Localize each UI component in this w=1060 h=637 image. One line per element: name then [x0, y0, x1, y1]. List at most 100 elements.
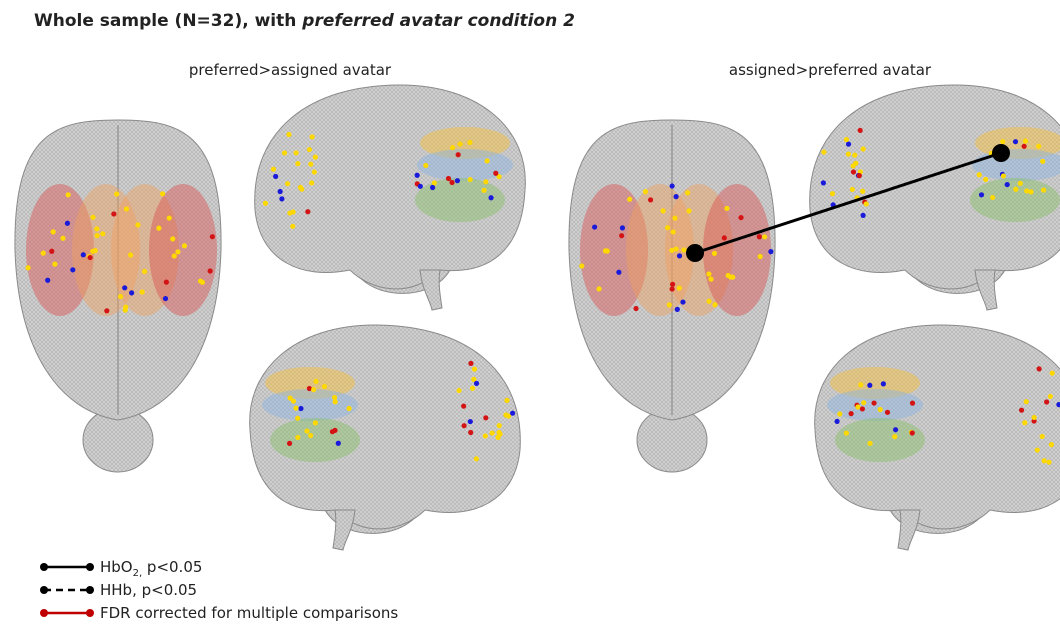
channel-dot: [295, 161, 300, 166]
channel-dot: [867, 383, 872, 388]
channel-dot: [481, 188, 486, 193]
channel-dot: [458, 141, 463, 146]
brain-side: [250, 325, 521, 550]
channel-dot: [592, 224, 597, 229]
channel-dot: [415, 173, 420, 178]
channel-dot: [142, 269, 147, 274]
channel-dot: [293, 406, 298, 411]
channel-dot: [728, 274, 733, 279]
channel-dot: [851, 169, 856, 174]
channel-dot: [673, 246, 678, 251]
channel-dot: [977, 172, 982, 177]
channel-dot: [849, 411, 854, 416]
page: Whole sample (N=32), with preferred avat…: [0, 0, 1060, 637]
channel-dot: [855, 404, 860, 409]
channel-dot: [313, 420, 318, 425]
channel-dot: [298, 406, 303, 411]
channel-dot: [81, 252, 86, 257]
channel-dot: [273, 174, 278, 179]
channel-dot: [686, 208, 691, 213]
title-text: Whole sample (N=32), with: [34, 11, 302, 31]
channel-dot: [461, 404, 466, 409]
panel-title: assigned>preferred avatar: [729, 61, 932, 79]
channel-dot: [160, 191, 165, 196]
channel-dot: [1049, 442, 1054, 447]
channel-dot: [271, 167, 276, 172]
channel-dot: [128, 252, 133, 257]
channel-dot: [1042, 458, 1047, 463]
channel-dot: [49, 249, 54, 254]
channel-dot: [674, 194, 679, 199]
channel-dot: [483, 433, 488, 438]
channel-dot: [722, 235, 727, 240]
channel-dot: [45, 278, 50, 283]
channel-dot: [844, 430, 849, 435]
channel-dot: [893, 427, 898, 432]
channel-dot: [846, 151, 851, 156]
channel-dot: [200, 280, 205, 285]
channel-dot: [681, 247, 686, 252]
channel-dot: [94, 226, 99, 231]
channel-dot: [724, 206, 729, 211]
channel-dot: [122, 285, 127, 290]
brain-side: [255, 85, 526, 310]
channel-dot: [470, 386, 475, 391]
channel-dot: [983, 177, 988, 182]
channel-dot: [467, 140, 472, 145]
channel-dot: [864, 201, 869, 206]
channel-dot: [51, 229, 56, 234]
channel-dot: [164, 280, 169, 285]
channel-dot: [712, 251, 717, 256]
channel-dot: [677, 253, 682, 258]
channel-dot: [712, 302, 717, 307]
legend-dot: [86, 609, 94, 617]
channel-dot: [287, 395, 292, 400]
channel-dot: [861, 400, 866, 405]
channel-dot: [910, 430, 915, 435]
channel-dot: [430, 185, 435, 190]
channel-dot: [278, 189, 283, 194]
brains: [15, 85, 1060, 550]
channel-dot: [1024, 188, 1029, 193]
channel-dot: [670, 286, 675, 291]
channel-dot: [312, 169, 317, 174]
channel-dot: [1046, 460, 1051, 465]
legend: HbO2, p<0.05 HHb, p<0.05 FDR corrected f…: [40, 558, 398, 622]
channel-dot: [860, 189, 865, 194]
channel-dot: [596, 286, 601, 291]
channel-dot: [167, 215, 172, 220]
channel-dot: [861, 146, 866, 151]
channel-dot: [497, 423, 502, 428]
channel-dot: [661, 208, 666, 213]
region: [149, 184, 217, 316]
channel-dot: [1001, 173, 1006, 178]
channel-dot: [738, 215, 743, 220]
legend-dot: [40, 563, 48, 571]
channel-dot: [322, 384, 327, 389]
channel-dot: [118, 294, 123, 299]
channel-dot: [449, 180, 454, 185]
channel-dot: [1013, 187, 1018, 192]
channel-dot: [140, 289, 145, 294]
channel-dot: [871, 400, 876, 405]
channel-dot: [643, 189, 648, 194]
channel-dot: [675, 307, 680, 312]
channel-dot: [468, 361, 473, 366]
channel-dot: [857, 173, 862, 178]
channel-dot: [423, 163, 428, 168]
channel-dot: [706, 271, 711, 276]
channel-dot: [285, 181, 290, 186]
channel-dot: [287, 441, 292, 446]
channel-dot: [304, 428, 309, 433]
channel-dot: [114, 191, 119, 196]
channel-dot: [757, 234, 762, 239]
channel-dot: [881, 381, 886, 386]
channel-dot: [620, 225, 625, 230]
channel-dot: [1041, 187, 1046, 192]
channel-dot: [295, 435, 300, 440]
channel-dot: [861, 213, 866, 218]
channel-dot: [1035, 447, 1040, 452]
channel-dot: [432, 180, 437, 185]
channel-dot: [768, 249, 773, 254]
channel-dot: [706, 299, 711, 304]
